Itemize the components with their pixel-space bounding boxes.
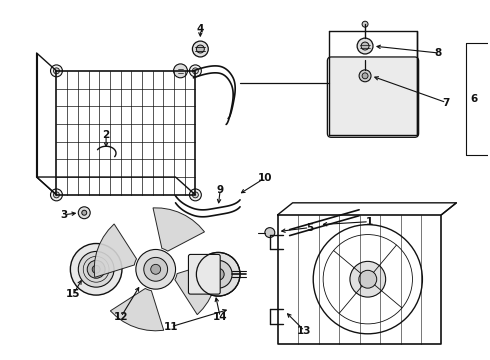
Text: 9: 9 — [217, 185, 224, 195]
Text: 8: 8 — [435, 48, 442, 58]
Circle shape — [173, 64, 188, 78]
Circle shape — [359, 70, 371, 82]
Text: 2: 2 — [102, 130, 110, 140]
Circle shape — [357, 38, 373, 54]
Circle shape — [151, 264, 161, 274]
Circle shape — [87, 260, 105, 278]
Circle shape — [82, 210, 87, 215]
Text: 6: 6 — [470, 94, 478, 104]
Polygon shape — [94, 224, 137, 277]
Circle shape — [92, 265, 100, 273]
Text: 1: 1 — [366, 217, 373, 227]
Circle shape — [204, 260, 232, 288]
Text: 12: 12 — [114, 312, 128, 322]
Text: 7: 7 — [443, 98, 450, 108]
Text: 11: 11 — [163, 322, 178, 332]
Circle shape — [53, 68, 59, 74]
Circle shape — [362, 73, 368, 79]
Circle shape — [212, 268, 224, 280]
Polygon shape — [175, 261, 217, 315]
Circle shape — [136, 249, 175, 289]
Circle shape — [265, 228, 275, 238]
Text: 3: 3 — [61, 210, 68, 220]
Circle shape — [71, 243, 122, 295]
Text: 14: 14 — [213, 312, 227, 322]
FancyBboxPatch shape — [327, 57, 418, 137]
Circle shape — [359, 270, 377, 288]
Circle shape — [193, 41, 208, 57]
Circle shape — [350, 261, 386, 297]
Polygon shape — [110, 288, 164, 331]
Text: 10: 10 — [258, 173, 272, 183]
Polygon shape — [153, 208, 204, 251]
Text: 15: 15 — [66, 289, 80, 299]
Circle shape — [361, 42, 369, 50]
Circle shape — [362, 21, 368, 27]
Circle shape — [78, 207, 90, 219]
Circle shape — [193, 192, 198, 198]
Ellipse shape — [196, 252, 240, 296]
Circle shape — [53, 192, 59, 198]
Circle shape — [144, 257, 168, 281]
Circle shape — [196, 45, 204, 53]
Circle shape — [50, 189, 62, 201]
Text: 4: 4 — [196, 24, 204, 34]
Circle shape — [190, 65, 201, 77]
Circle shape — [190, 189, 201, 201]
Circle shape — [50, 65, 62, 77]
Circle shape — [193, 68, 198, 74]
FancyBboxPatch shape — [189, 255, 220, 294]
Text: 13: 13 — [297, 326, 312, 336]
Text: 5: 5 — [306, 222, 313, 233]
Circle shape — [78, 251, 114, 287]
